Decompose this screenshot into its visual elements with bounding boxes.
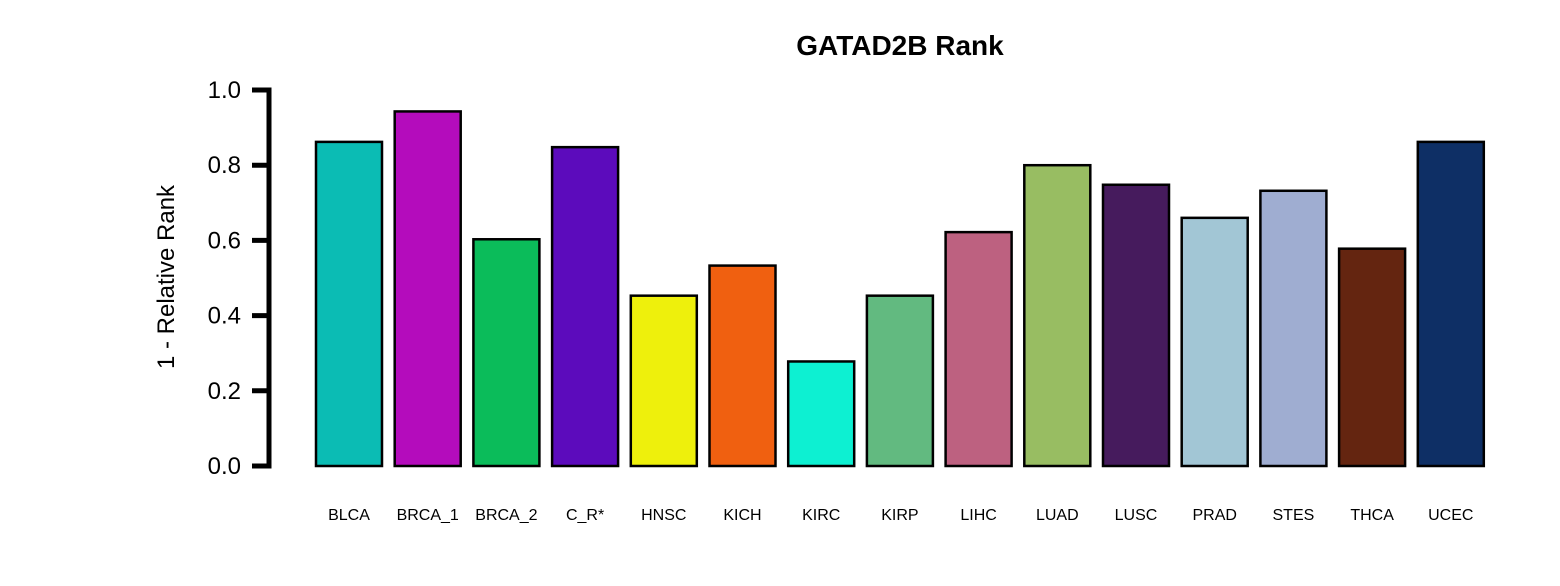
y-tick-label: 0.4 — [208, 303, 241, 330]
x-tick-label: BRCA_1 — [397, 507, 459, 524]
x-tick-label: KIRC — [802, 507, 840, 524]
y-tick-label: 0.0 — [208, 453, 241, 480]
x-tick-label: HNSC — [641, 507, 686, 524]
x-tick-label: THCA — [1350, 507, 1394, 524]
x-tick-label: LUSC — [1115, 507, 1158, 524]
x-tick-label: KICH — [723, 507, 761, 524]
x-tick-label: BLCA — [328, 507, 370, 524]
x-tick-label: STES — [1273, 507, 1315, 524]
y-tick-label: 0.8 — [208, 152, 241, 179]
chart-title: GATAD2B Rank — [796, 30, 1004, 61]
x-tick-label: LUAD — [1036, 507, 1079, 524]
bar-c-r — [550, 145, 620, 468]
bar-hnsc — [629, 294, 699, 468]
bar-lusc — [1101, 183, 1171, 468]
bar-prad — [1180, 216, 1249, 468]
bar-blca — [314, 140, 384, 468]
bar-kirp — [865, 294, 935, 468]
x-axis-labels: BLCA BRCA_1 BRCA_2 C_R* HNSC KICH KIRC KIRP LIHC… — [328, 507, 1473, 524]
bars-group — [314, 110, 1486, 468]
bar-luad — [1023, 163, 1092, 468]
bar-thca — [1337, 247, 1407, 468]
bar-lihc — [944, 230, 1013, 468]
y-tick-label: 0.2 — [208, 378, 241, 405]
y-tick-label: 0.6 — [208, 227, 241, 254]
y-axis: 0.0 0.2 0.4 0.6 0.8 1.0 — [208, 77, 272, 480]
bar-kirc — [786, 360, 856, 468]
x-tick-label: C_R* — [566, 507, 604, 524]
x-tick-label: LIHC — [960, 507, 996, 524]
bar-kich — [708, 264, 777, 468]
x-tick-label: UCEC — [1428, 507, 1473, 524]
bar-stes — [1259, 189, 1328, 468]
bar-brca-1 — [393, 110, 462, 468]
y-axis-label: 1 - Relative Rank — [153, 184, 180, 369]
y-tick-label: 1.0 — [208, 77, 241, 104]
x-tick-label: PRAD — [1192, 507, 1236, 524]
x-tick-label: BRCA_2 — [475, 507, 537, 524]
bar-ucec — [1416, 140, 1486, 468]
bar-brca-2 — [472, 238, 541, 468]
x-tick-label: KIRP — [881, 507, 918, 524]
